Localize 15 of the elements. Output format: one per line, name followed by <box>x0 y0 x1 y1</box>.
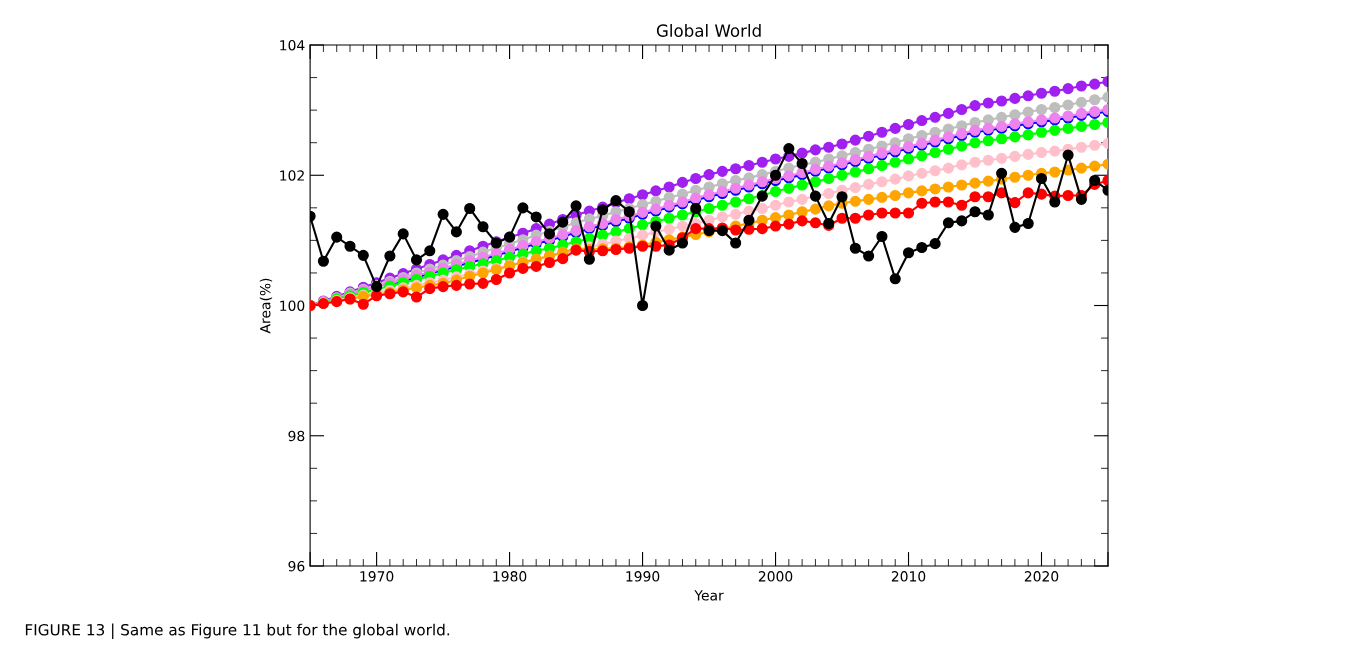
y-tick-label: 98 <box>288 430 305 442</box>
y-tick-label: 104 <box>280 39 305 51</box>
x-tick-label: 1980 <box>493 571 527 582</box>
y-tick-label: 100 <box>280 300 305 311</box>
y-tick-label: 96 <box>288 560 305 572</box>
x-tick-label: 1990 <box>626 571 660 582</box>
x-tick-label: 2000 <box>758 571 793 582</box>
y-tick-label: 102 <box>280 170 304 181</box>
x-tick-label: 2020 <box>1024 571 1059 582</box>
x-tick-label: 1970 <box>360 571 394 582</box>
x-axis-title: Year <box>694 590 724 601</box>
y-axis-title: Area(%) <box>259 278 273 334</box>
caption: FIGURE 13 | Same as Figure 11 but for the global world. <box>25 623 450 639</box>
x-tick-label: 2010 <box>891 571 926 582</box>
chart-title: Global World <box>656 24 761 37</box>
